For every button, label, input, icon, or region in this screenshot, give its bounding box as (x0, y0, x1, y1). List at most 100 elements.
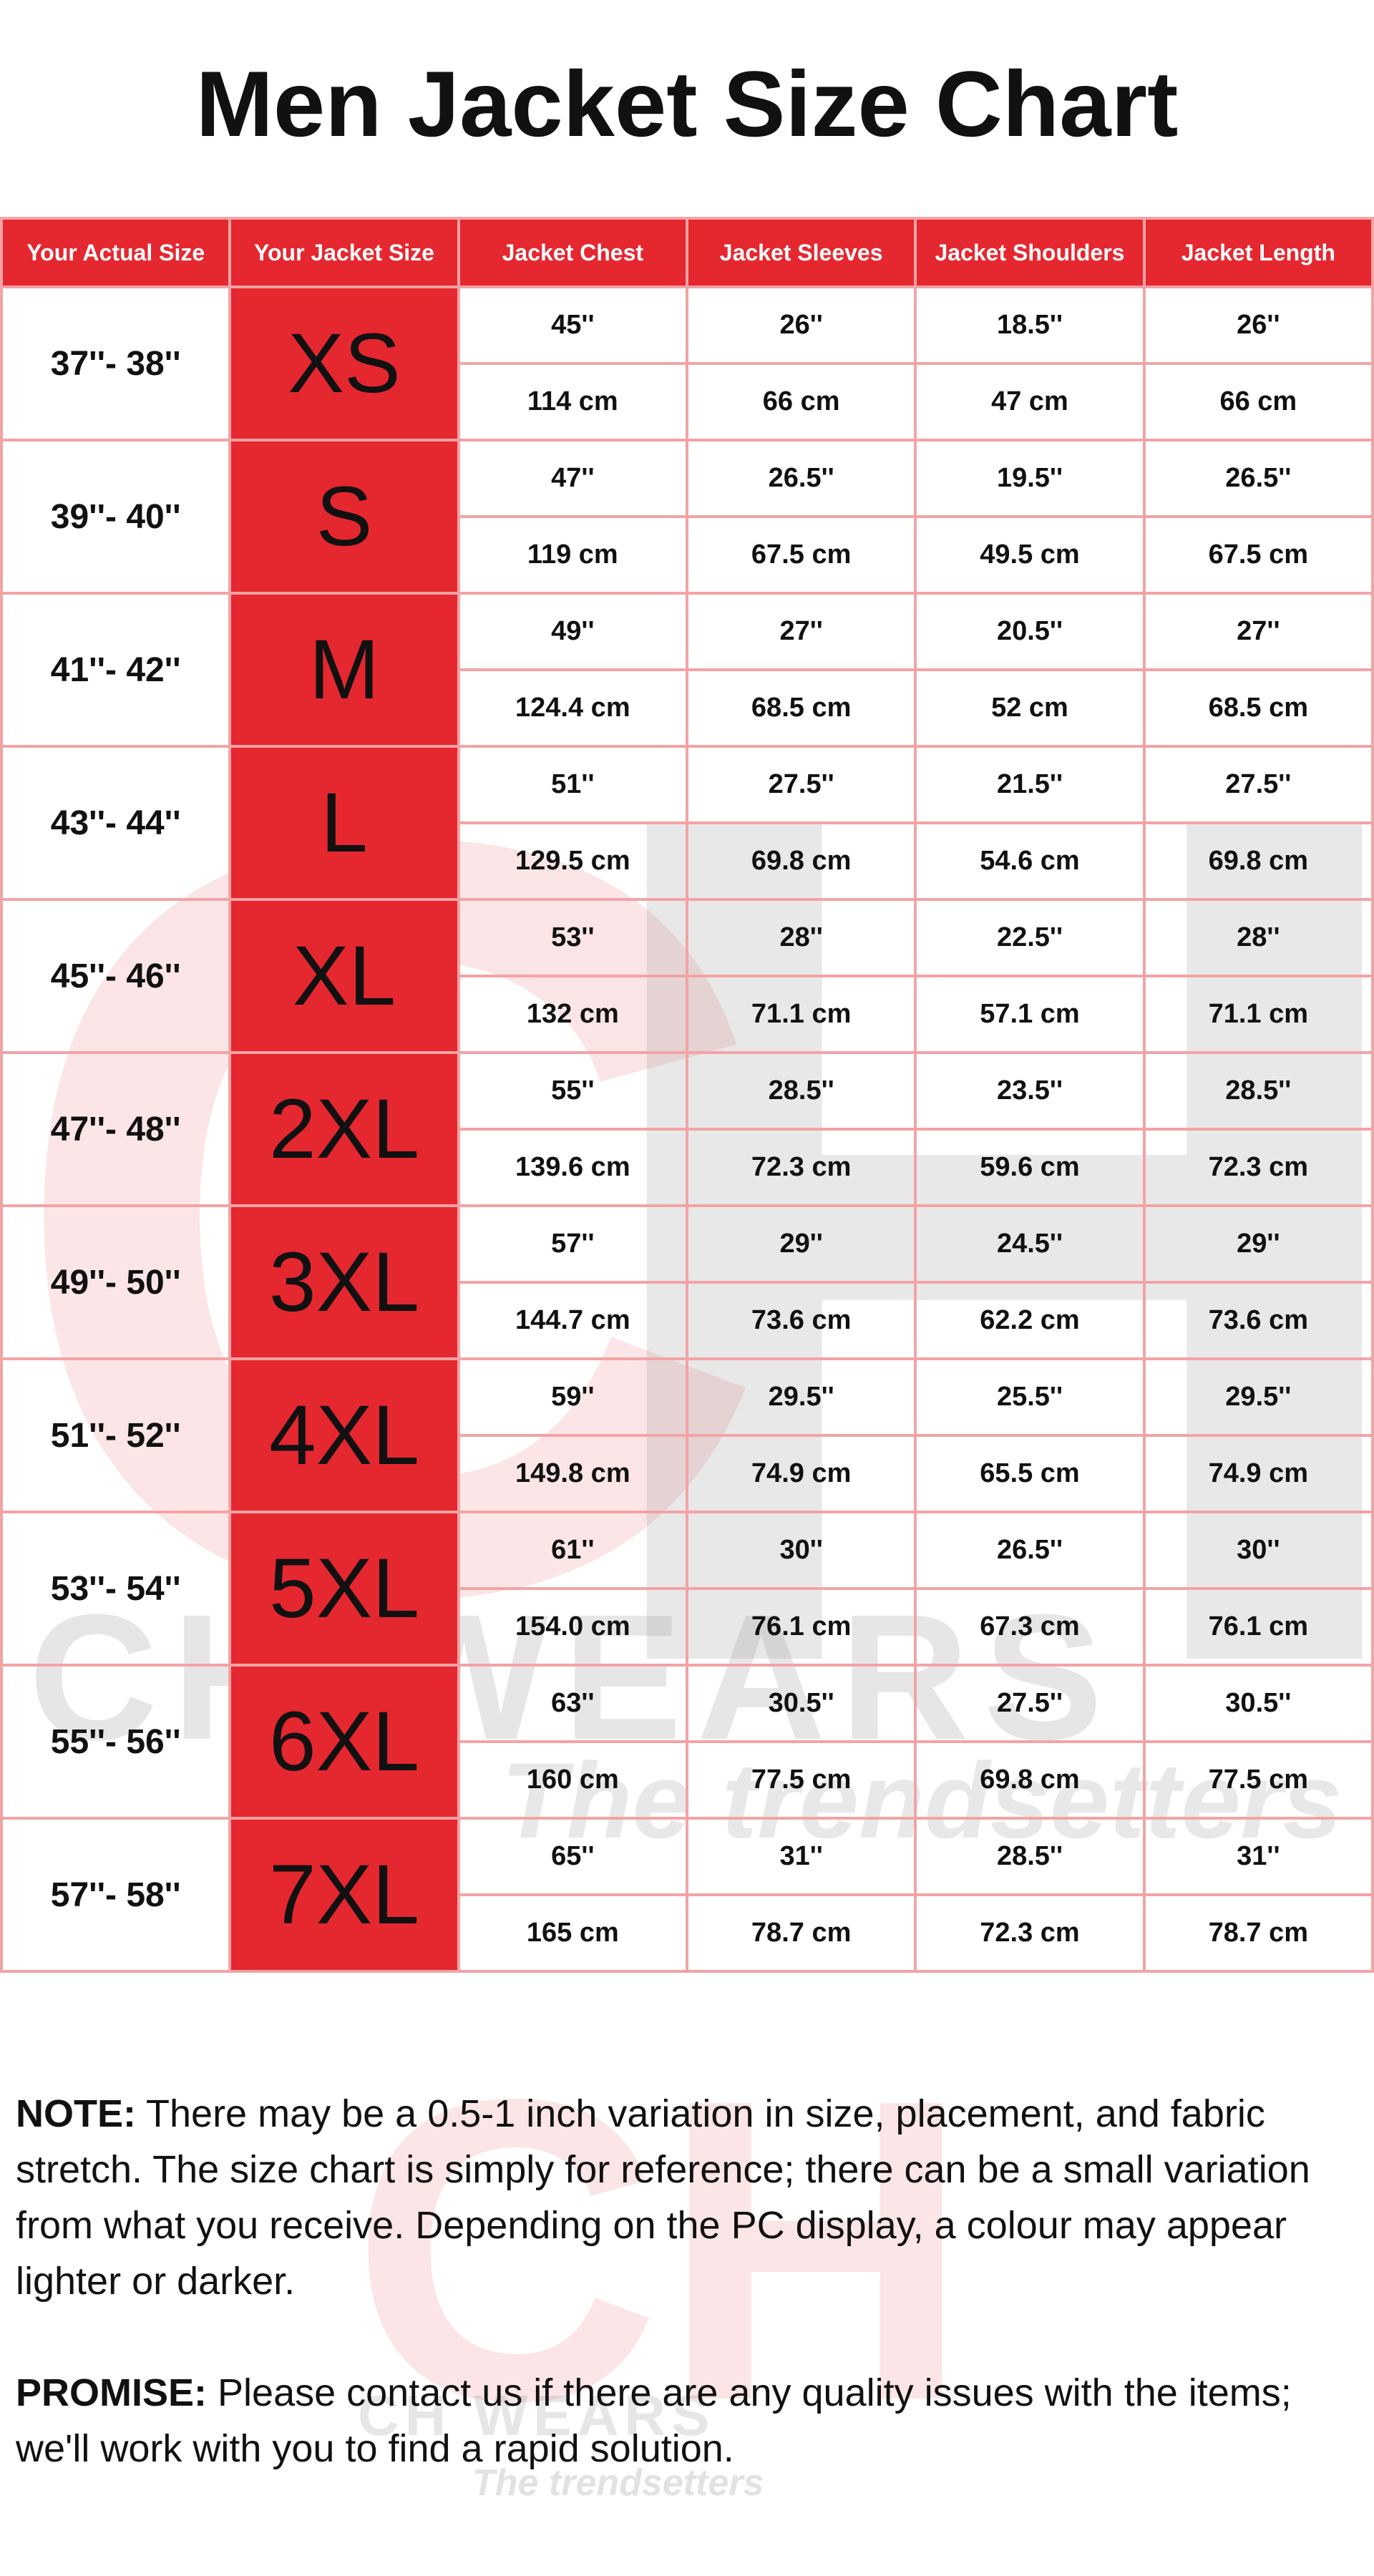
sleeves-inch-cell: 26'' (685, 286, 917, 365)
shoulders-cm-cell: 54.6 cm (914, 821, 1146, 901)
jacket-size-cell: 4XL (228, 1357, 460, 1513)
header-actual-size: Your Actual Size (0, 217, 232, 288)
shoulders-cm-cell: 67.3 cm (914, 1587, 1146, 1667)
length-cm-cell: 69.8 cm (1142, 821, 1374, 901)
sleeves-cm-cell: 77.5 cm (685, 1740, 917, 1820)
chest-cm-cell: 129.5 cm (457, 821, 688, 901)
shoulders-inch-cell: 28.5'' (914, 1817, 1146, 1896)
actual-size-cell: 57''- 58'' (0, 1817, 232, 1973)
chest-inch-cell: 49'' (457, 592, 688, 671)
jacket-size-cell: 5XL (228, 1511, 460, 1667)
sleeves-inch-cell: 29.5'' (685, 1357, 917, 1437)
chest-inch-cell: 63'' (457, 1664, 688, 1743)
sleeves-cm-cell: 78.7 cm (685, 1893, 917, 1973)
header-row: Your Actual Size Your Jacket Size Jacket… (0, 217, 1374, 288)
shoulders-inch-cell: 24.5'' (914, 1204, 1146, 1284)
actual-size-cell: 41''- 42'' (0, 592, 232, 748)
shoulders-cm-cell: 62.2 cm (914, 1281, 1146, 1360)
chest-cm-cell: 144.7 cm (457, 1281, 688, 1360)
chest-inch-cell: 53'' (457, 898, 688, 977)
shoulders-cm-cell: 59.6 cm (914, 1128, 1146, 1207)
shoulders-inch-cell: 26.5'' (914, 1511, 1146, 1590)
header-sleeves: Jacket Sleeves (685, 217, 917, 288)
actual-size-cell: 55''- 56'' (0, 1664, 232, 1820)
sleeves-inch-cell: 27'' (685, 592, 917, 671)
table-row-inch: 57''- 58'' 7XL 65'' 31'' 28.5'' 31'' (0, 1817, 1374, 1973)
table-row-inch: 41''- 42'' M 49'' 27'' 20.5'' 27'' (0, 592, 1374, 748)
chest-cm-cell: 160 cm (457, 1740, 688, 1820)
sleeves-inch-cell: 28'' (685, 898, 917, 977)
sleeves-cm-cell: 68.5 cm (685, 668, 917, 748)
chest-inch-cell: 55'' (457, 1051, 688, 1131)
length-cm-cell: 78.7 cm (1142, 1893, 1374, 1973)
length-inch-cell: 28.5'' (1142, 1051, 1374, 1131)
table-row-cm: 119 cm 67.5 cm 49.5 cm 67.5 cm (1, 515, 1374, 595)
table-row-cm: 160 cm 77.5 cm 69.8 cm 77.5 cm (1, 1740, 1374, 1820)
shoulders-cm-cell: 47 cm (914, 362, 1146, 441)
length-cm-cell: 71.1 cm (1142, 975, 1374, 1054)
length-inch-cell: 30'' (1142, 1511, 1374, 1590)
sleeves-inch-cell: 31'' (685, 1817, 917, 1896)
actual-size-cell: 53''- 54'' (0, 1511, 232, 1667)
actual-size-cell: 47''- 48'' (0, 1051, 232, 1207)
length-inch-cell: 27'' (1142, 592, 1374, 671)
shoulders-inch-cell: 22.5'' (914, 898, 1146, 977)
table-row-cm: 149.8 cm 74.9 cm 65.5 cm 74.9 cm (1, 1434, 1374, 1513)
table-row-inch: 45''- 46'' XL 53'' 28'' 22.5'' 28'' (0, 898, 1374, 1054)
length-inch-cell: 29.5'' (1142, 1357, 1374, 1437)
table-row-cm: 114 cm 66 cm 47 cm 66 cm (1, 362, 1374, 441)
actual-size-cell: 45''- 46'' (0, 898, 232, 1054)
sleeves-inch-cell: 27.5'' (685, 745, 917, 824)
length-cm-cell: 72.3 cm (1142, 1128, 1374, 1207)
shoulders-inch-cell: 23.5'' (914, 1051, 1146, 1131)
sleeves-cm-cell: 73.6 cm (685, 1281, 917, 1360)
table-row-cm: 165 cm 78.7 cm 72.3 cm 78.7 cm (1, 1893, 1374, 1973)
sleeves-inch-cell: 28.5'' (685, 1051, 917, 1131)
note-paragraph: NOTE: There may be a 0.5-1 inch variatio… (16, 2086, 1361, 2309)
table-row-cm: 139.6 cm 72.3 cm 59.6 cm 72.3 cm (1, 1128, 1374, 1207)
chest-inch-cell: 47'' (457, 439, 688, 518)
length-cm-cell: 66 cm (1142, 362, 1374, 441)
promise-text: Please contact us if there are any quali… (16, 2371, 1292, 2470)
length-cm-cell: 67.5 cm (1142, 515, 1374, 595)
chest-cm-cell: 124.4 cm (457, 668, 688, 748)
length-cm-cell: 73.6 cm (1142, 1281, 1374, 1360)
chest-inch-cell: 51'' (457, 745, 688, 824)
jacket-size-cell: S (228, 439, 460, 595)
sleeves-inch-cell: 29'' (685, 1204, 917, 1284)
chest-cm-cell: 149.8 cm (457, 1434, 688, 1513)
chest-cm-cell: 165 cm (457, 1893, 688, 1973)
length-inch-cell: 27.5'' (1142, 745, 1374, 824)
table-row-inch: 49''- 50'' 3XL 57'' 29'' 24.5'' 29'' (0, 1204, 1374, 1360)
sleeves-inch-cell: 30'' (685, 1511, 917, 1590)
header-chest: Jacket Chest (457, 217, 688, 288)
table-row-inch: 51''- 52'' 4XL 59'' 29.5'' 25.5'' 29.5'' (0, 1357, 1374, 1513)
jacket-size-cell: 2XL (228, 1051, 460, 1207)
length-cm-cell: 68.5 cm (1142, 668, 1374, 748)
sleeves-cm-cell: 76.1 cm (685, 1587, 917, 1667)
table-row-cm: 132 cm 71.1 cm 57.1 cm 71.1 cm (1, 975, 1374, 1054)
jacket-size-cell: 6XL (228, 1664, 460, 1820)
sleeves-cm-cell: 67.5 cm (685, 515, 917, 595)
table-row-cm: 129.5 cm 69.8 cm 54.6 cm 69.8 cm (1, 821, 1374, 901)
chest-cm-cell: 154.0 cm (457, 1587, 688, 1667)
sleeves-cm-cell: 72.3 cm (685, 1128, 917, 1207)
note-label: NOTE: (16, 2092, 136, 2135)
jacket-size-cell: XL (228, 898, 460, 1054)
actual-size-cell: 39''- 40'' (0, 439, 232, 595)
shoulders-cm-cell: 65.5 cm (914, 1434, 1146, 1513)
length-inch-cell: 31'' (1142, 1817, 1374, 1896)
note-text: There may be a 0.5-1 inch variation in s… (16, 2092, 1310, 2303)
length-inch-cell: 28'' (1142, 898, 1374, 977)
size-chart-table: Your Actual Size Your Jacket Size Jacket… (0, 217, 1374, 1973)
length-inch-cell: 26'' (1142, 286, 1374, 365)
table-row-inch: 43''- 44'' L 51'' 27.5'' 21.5'' 27.5'' (0, 745, 1374, 901)
chest-inch-cell: 57'' (457, 1204, 688, 1284)
table-row-cm: 124.4 cm 68.5 cm 52 cm 68.5 cm (1, 668, 1374, 748)
jacket-size-cell: 3XL (228, 1204, 460, 1360)
shoulders-cm-cell: 49.5 cm (914, 515, 1146, 595)
length-inch-cell: 29'' (1142, 1204, 1374, 1284)
table-row-inch: 39''- 40'' S 47'' 26.5'' 19.5'' 26.5'' (0, 439, 1374, 595)
chest-inch-cell: 61'' (457, 1511, 688, 1590)
length-cm-cell: 74.9 cm (1142, 1434, 1374, 1513)
